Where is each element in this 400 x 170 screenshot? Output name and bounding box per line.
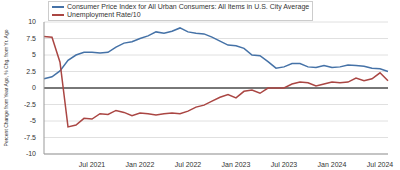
svg-text:5: 5 bbox=[32, 51, 36, 58]
svg-text:Jul 2023: Jul 2023 bbox=[271, 161, 298, 168]
svg-text:-5: -5 bbox=[30, 117, 36, 124]
svg-text:-7.5: -7.5 bbox=[24, 134, 36, 141]
html-text:Unemployment Rate/10: Unemployment Rate/10 bbox=[67, 11, 141, 18]
svg-text:Jul 2021: Jul 2021 bbox=[79, 161, 106, 168]
svg-text:7.5: 7.5 bbox=[26, 35, 36, 42]
svg-text:10: 10 bbox=[28, 18, 36, 25]
svg-text:Percent Change from Year Ago,: Percent Change from Year Ago, % Chg. fro… bbox=[8, 29, 9, 146]
html-text:Consumer Price Index for All U: Consumer Price Index for All Urban Consu… bbox=[67, 3, 310, 10]
svg-text:2.5: 2.5 bbox=[26, 68, 36, 75]
svg-text:-10: -10 bbox=[26, 150, 36, 157]
svg-text:-2.5: -2.5 bbox=[24, 101, 36, 108]
svg-text:Jul 2022: Jul 2022 bbox=[175, 161, 202, 168]
svg-text:Jan 2022: Jan 2022 bbox=[126, 161, 155, 168]
svg-text:Jan 2024: Jan 2024 bbox=[318, 161, 347, 168]
svg-text:Jan 2023: Jan 2023 bbox=[222, 161, 251, 168]
svg-text:Jul 2024: Jul 2024 bbox=[367, 161, 392, 168]
svg-text:0: 0 bbox=[32, 84, 36, 91]
